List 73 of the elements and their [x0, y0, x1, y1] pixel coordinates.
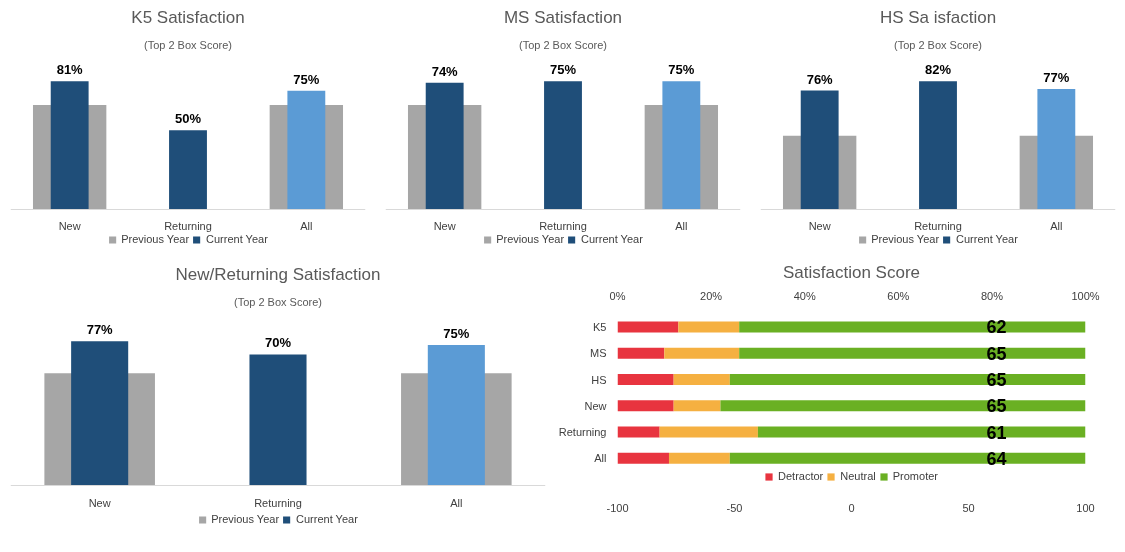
legend-label: Previous Year — [121, 233, 190, 245]
chart-title: K5 Satisfaction — [131, 7, 245, 27]
data-label: 81% — [56, 62, 84, 78]
chart-title: HS Sa isfaction — [879, 7, 997, 27]
x-tick-label: Returning — [914, 220, 962, 233]
x-tick-label: -50 — [726, 501, 743, 514]
chart-title: New/Returning Satisfaction — [175, 264, 381, 284]
x2-tick-label: 0% — [609, 289, 626, 302]
legend-label: Current Year — [956, 233, 1018, 245]
legend-label: Previous Year — [496, 233, 565, 245]
x-tick-label: New — [433, 220, 456, 233]
data-label: 74% — [431, 63, 459, 79]
y-tick-label: All — [594, 452, 607, 465]
legend-label: Current Year — [581, 233, 643, 245]
annotation: 65 — [986, 370, 1007, 391]
x2-tick-label: 60% — [887, 289, 910, 302]
bar — [1037, 88, 1076, 210]
bar — [800, 90, 839, 210]
y-tick-label: Returning — [558, 426, 607, 439]
y-tick-label: K5 — [593, 320, 607, 333]
data-label: 75% — [668, 62, 695, 78]
bar — [71, 341, 129, 486]
x-tick-label: New — [808, 220, 831, 233]
x2-tick-label: 100% — [1071, 289, 1100, 302]
legend-label: Previous Year — [211, 513, 280, 525]
annotation: 64 — [986, 448, 1007, 469]
data-label: 75% — [549, 62, 577, 78]
bar — [287, 90, 326, 210]
bar — [169, 130, 207, 210]
y-tick-label: New — [584, 399, 607, 412]
x-tick-label: Returning — [254, 496, 302, 509]
bar — [50, 81, 89, 210]
x-tick-label: 0 — [848, 501, 855, 514]
data-label: 50% — [174, 111, 202, 127]
x-tick-label: New — [88, 496, 111, 509]
x-tick-label: -100 — [606, 501, 629, 514]
x-tick-label: 100 — [1076, 501, 1095, 514]
legend-label: Neutral — [840, 470, 876, 482]
data-label: 77% — [1043, 69, 1070, 85]
chart-subtitle: (Top 2 Box Score) — [233, 295, 323, 308]
x-tick-label: All — [300, 220, 313, 233]
x-tick-label: All — [450, 496, 463, 509]
data-label: 77% — [86, 322, 114, 338]
chart-title: Satisfaction Score — [782, 262, 921, 282]
x2-tick-label: 20% — [700, 289, 723, 302]
x-tick-label: Returning — [539, 220, 587, 233]
x-tick-label: All — [1050, 220, 1063, 233]
y-tick-label: HS — [591, 373, 607, 386]
data-label: 75% — [293, 71, 320, 87]
x-tick-label: New — [58, 220, 81, 233]
chart-subtitle: (Top 2 Box Score) — [143, 38, 233, 51]
data-label: 76% — [806, 71, 834, 87]
y-tick-label: MS — [590, 347, 607, 360]
x-tick-label: All — [675, 220, 688, 233]
x-tick-label: 50 — [962, 501, 975, 514]
x-tick-label: Returning — [164, 220, 212, 233]
bar — [427, 345, 485, 486]
legend-label: Previous Year — [871, 233, 940, 245]
bar — [919, 81, 957, 210]
legend-label: Detractor — [778, 470, 824, 482]
bar — [249, 354, 307, 486]
legend-label: Current Year — [296, 513, 358, 525]
x2-tick-label: 80% — [980, 289, 1004, 302]
annotation: 65 — [986, 343, 1007, 364]
x2-tick-label: 40% — [793, 289, 816, 302]
data-label: 75% — [443, 326, 470, 342]
data-label: 82% — [924, 62, 952, 78]
legend-label: Current Year — [206, 233, 268, 245]
chart-subtitle: (Top 2 Box Score) — [893, 38, 983, 51]
data-label: 70% — [264, 335, 292, 351]
legend-label: Promoter — [892, 470, 938, 482]
chart-title: MS Satisfaction — [503, 7, 623, 27]
chart-subtitle: (Top 2 Box Score) — [518, 38, 608, 51]
